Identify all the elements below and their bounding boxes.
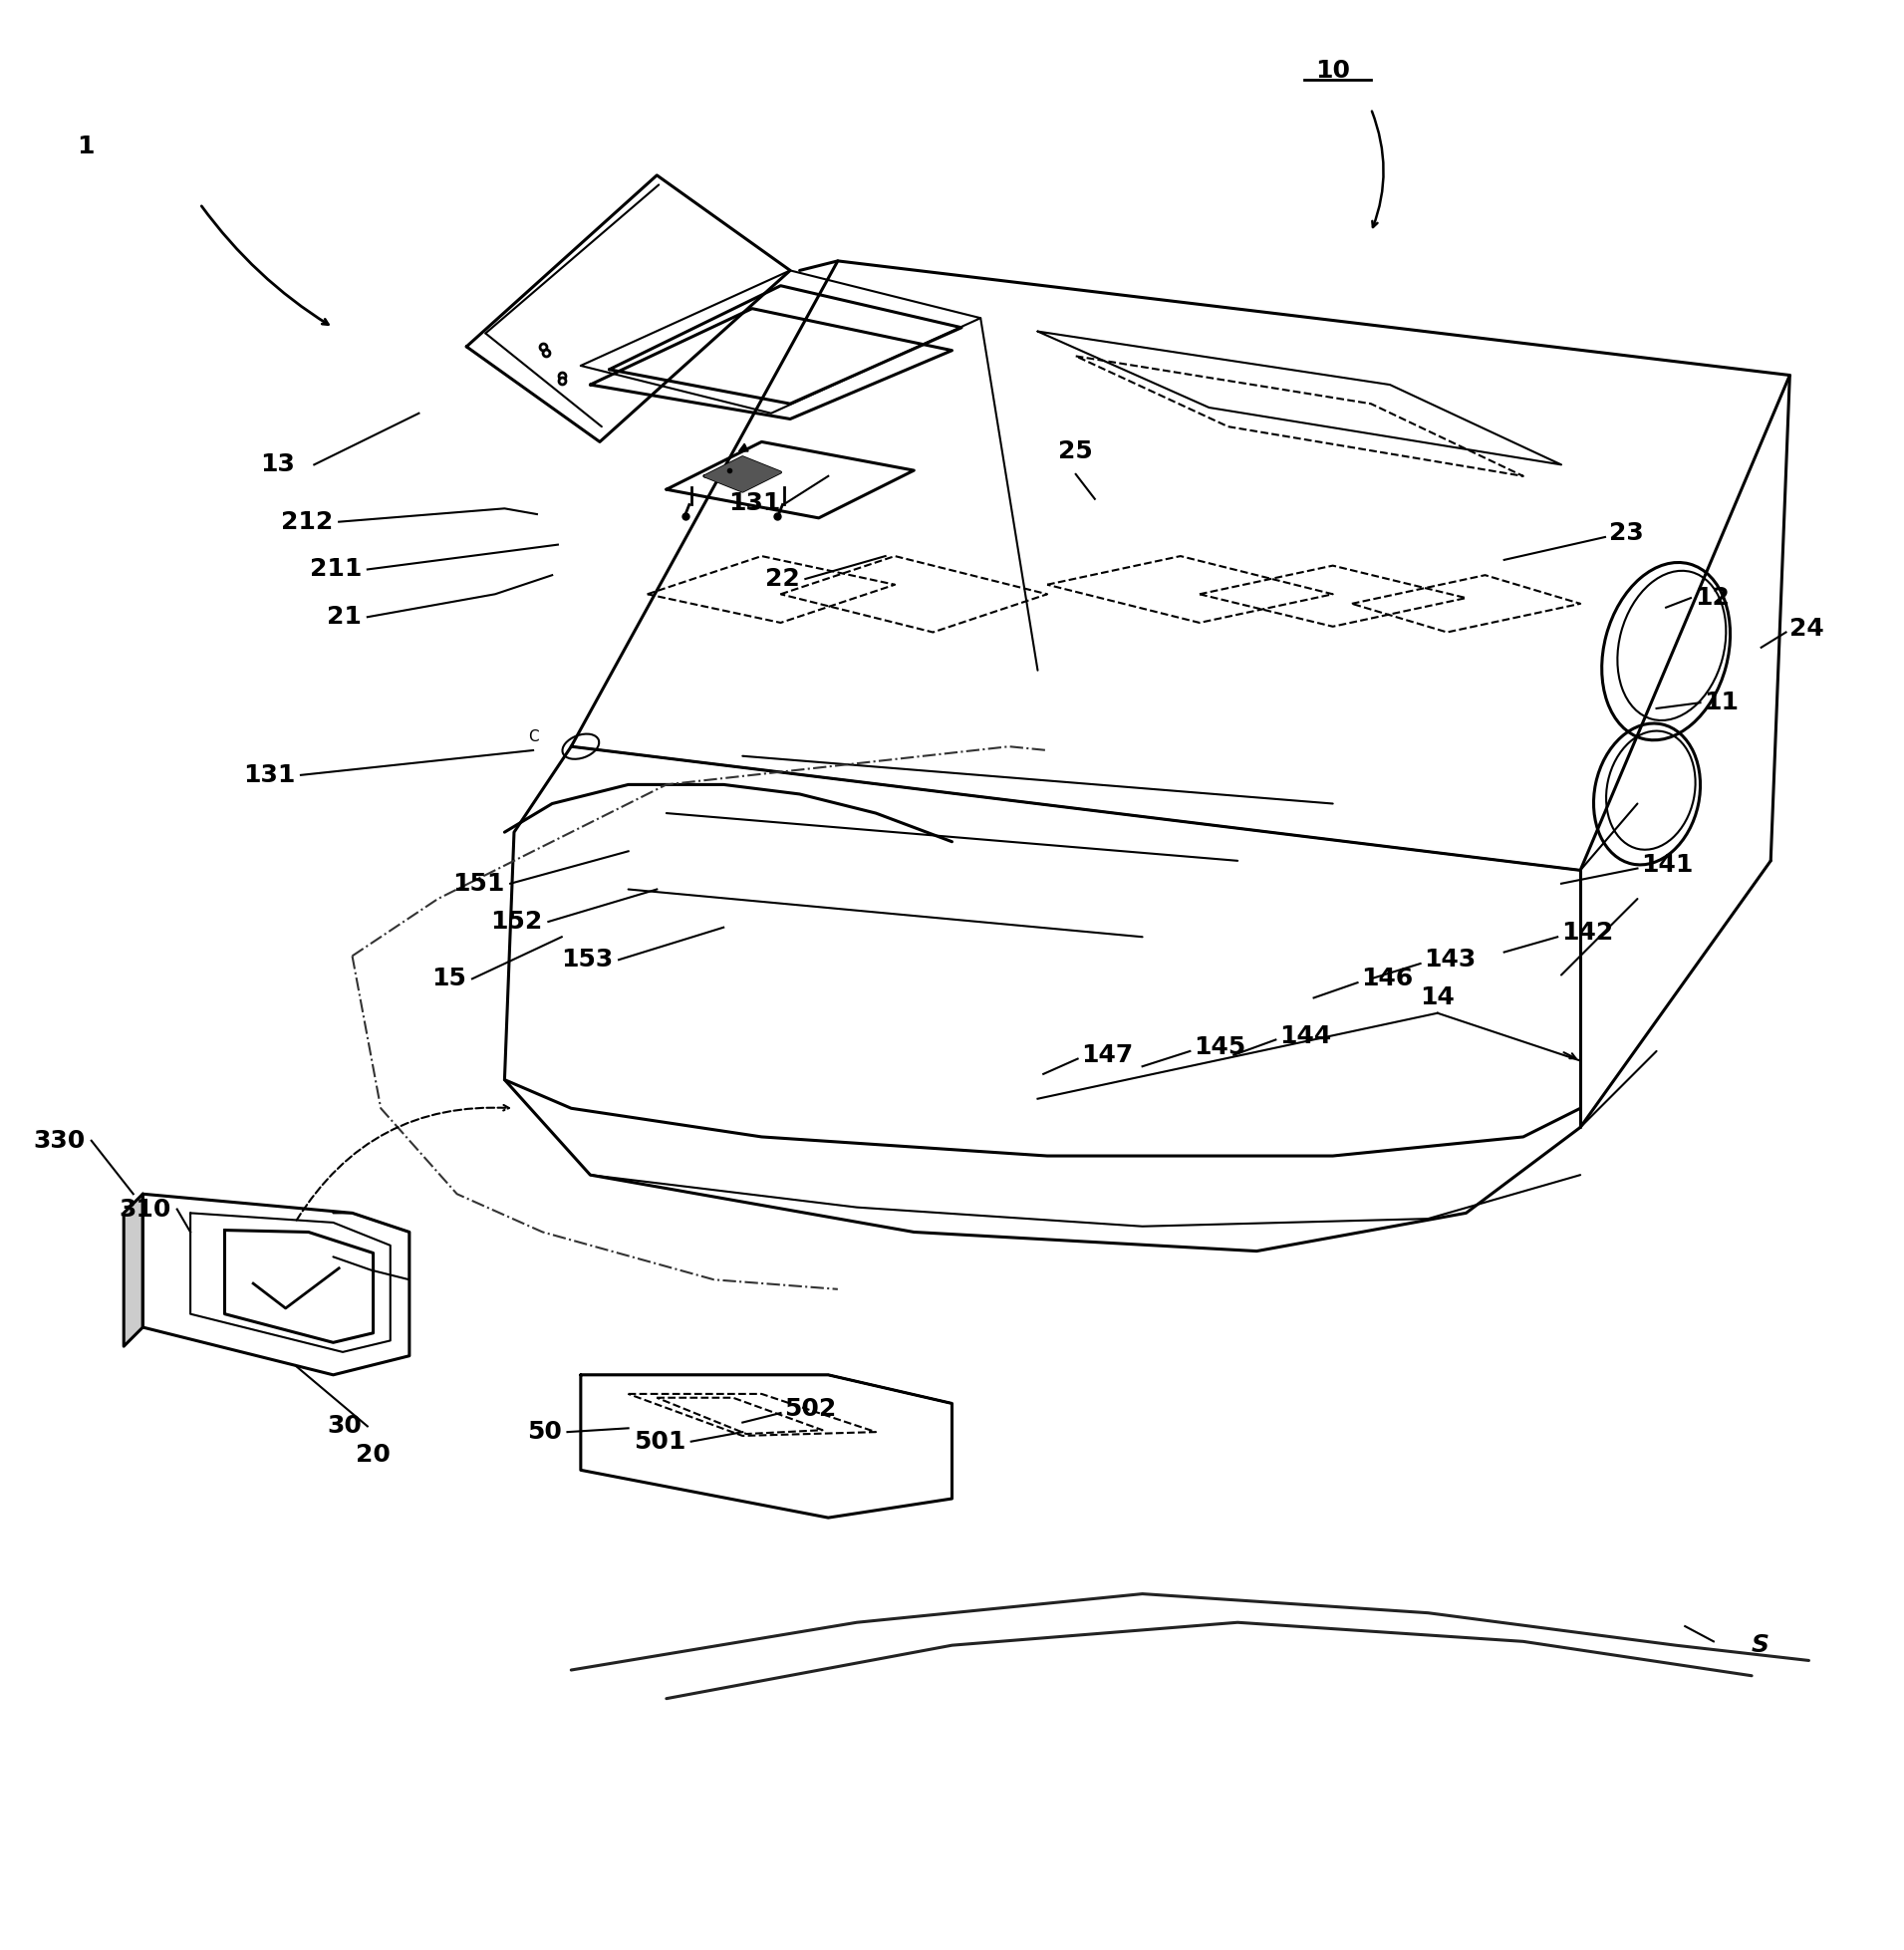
Text: 30: 30 [327,1414,362,1439]
Text: 13: 13 [261,452,295,476]
Text: 144: 144 [1279,1024,1331,1047]
Text: 501: 501 [634,1429,685,1453]
Text: 131: 131 [729,491,781,515]
Text: 131: 131 [244,762,295,788]
Text: 146: 146 [1361,967,1413,991]
Text: 330: 330 [34,1129,86,1152]
Text: 147: 147 [1081,1043,1133,1067]
Text: 25: 25 [1059,439,1093,464]
Text: 15: 15 [432,967,466,991]
Text: 212: 212 [282,509,333,534]
Text: 20: 20 [356,1443,390,1466]
Text: 1: 1 [76,135,95,158]
Text: 141: 141 [1641,852,1693,876]
Text: 14: 14 [1420,987,1455,1010]
Text: 145: 145 [1194,1035,1245,1059]
Text: 143: 143 [1424,948,1476,971]
Text: 310: 310 [120,1197,171,1221]
Text: 11: 11 [1704,690,1738,714]
Polygon shape [704,456,781,491]
Text: 151: 151 [453,872,505,895]
Polygon shape [124,1193,143,1345]
Text: 50: 50 [527,1420,562,1443]
Text: 21: 21 [327,604,362,630]
Text: 22: 22 [765,567,800,591]
Text: 153: 153 [562,948,613,971]
Text: 24: 24 [1790,616,1824,640]
Text: 12: 12 [1695,587,1729,610]
Text: 211: 211 [310,558,362,581]
Text: C: C [527,729,539,745]
Text: 152: 152 [491,911,543,934]
Text: 502: 502 [784,1398,836,1422]
Polygon shape [739,445,748,450]
Text: 10: 10 [1316,58,1350,82]
Text: 23: 23 [1609,521,1643,546]
Text: S: S [1752,1634,1769,1657]
Text: 142: 142 [1561,920,1613,946]
